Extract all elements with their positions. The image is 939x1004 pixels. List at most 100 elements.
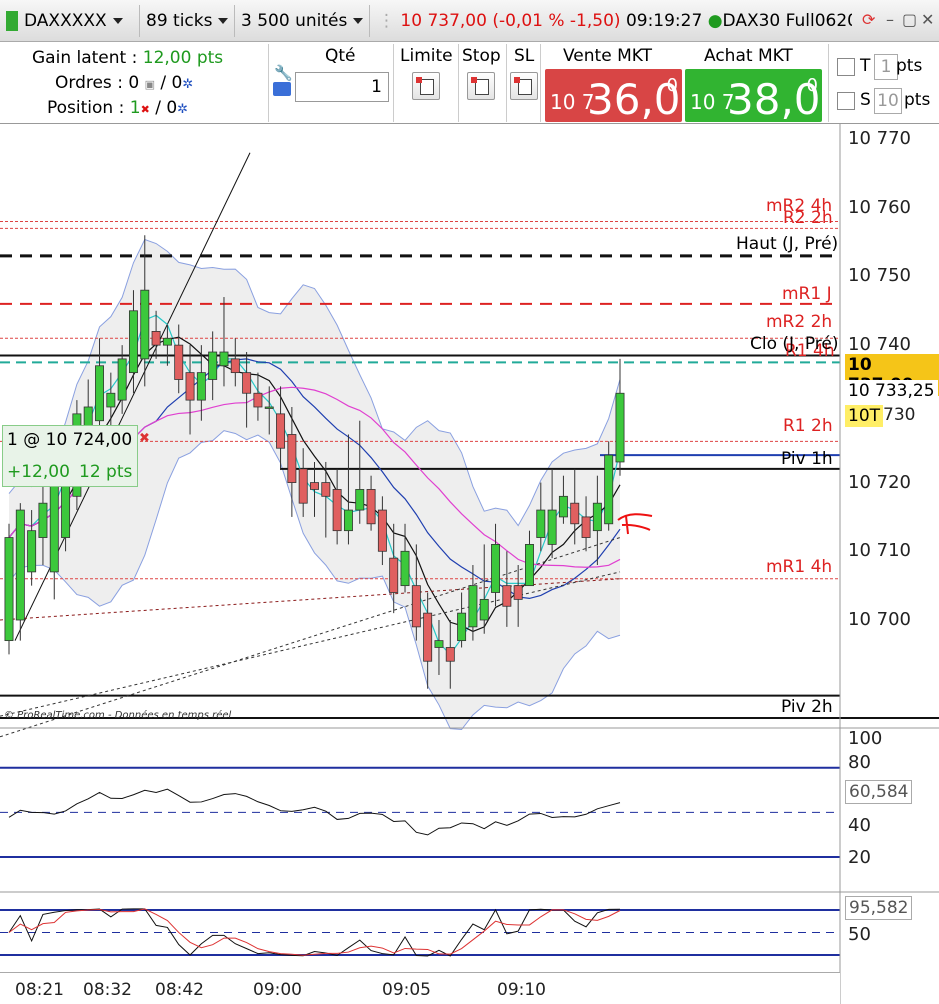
sl-order-button[interactable] xyxy=(510,72,538,100)
position-count: / 0 xyxy=(155,98,178,118)
instrument-label: DAXXXXX xyxy=(24,11,107,31)
sell-price-suffix: 0 xyxy=(666,75,678,96)
candle xyxy=(366,489,376,525)
t-unit: pts xyxy=(896,56,923,76)
position-box[interactable]: 1 @ 10 724,00 +12,00 12 pts xyxy=(2,425,138,487)
price-tick: 10 770 xyxy=(848,128,911,149)
divider xyxy=(458,44,459,122)
buy-market-button[interactable]: 10 7 38,0 0 xyxy=(685,69,822,124)
candle xyxy=(185,372,195,401)
position-pts: 12 pts xyxy=(79,462,133,482)
candle xyxy=(570,502,580,525)
level-label-mr2-2h: mR2 2h xyxy=(766,312,833,332)
minimize-icon[interactable]: – xyxy=(886,10,894,29)
buy-label: Achat MKT xyxy=(704,46,793,66)
candle xyxy=(536,509,546,538)
sl-label: SL xyxy=(514,46,535,66)
level-lines xyxy=(0,152,840,697)
instrument-icon xyxy=(6,11,18,31)
target-tag-suffix: 730 xyxy=(883,405,916,425)
candle xyxy=(457,612,467,642)
level-label-piv-1h: Piv 1h xyxy=(781,449,833,469)
candle xyxy=(219,351,229,367)
candle xyxy=(95,365,104,422)
rsi-tick: 100 xyxy=(848,728,883,749)
price-tick: 10 720 xyxy=(848,471,911,493)
level-label-r2-2h: R2 2h xyxy=(783,208,833,228)
long-ma xyxy=(0,537,621,738)
candle xyxy=(343,509,353,532)
candle xyxy=(525,544,534,587)
s-label: S xyxy=(860,90,871,110)
band-lower xyxy=(8,430,621,731)
position-label: Position : xyxy=(47,98,125,118)
stoch-k xyxy=(8,908,621,957)
position-settings-icon[interactable]: ✲ xyxy=(177,102,189,117)
target-tag: 10T xyxy=(845,405,884,427)
sell-price-main: 36,0 xyxy=(587,75,681,124)
price-tick: 10 750 xyxy=(848,265,911,287)
candle xyxy=(276,413,286,449)
candle xyxy=(264,406,274,409)
t-value-input[interactable]: 1 xyxy=(874,54,898,80)
units-select[interactable]: 3 500 unités xyxy=(235,5,370,37)
candle xyxy=(242,372,252,394)
timeframe-label: 89 ticks xyxy=(146,11,213,31)
candle xyxy=(445,647,455,662)
sub-panels xyxy=(0,124,939,1004)
rsi-tick: 40 xyxy=(848,815,871,836)
stop-label: Stop xyxy=(462,46,501,66)
close-icon[interactable]: ✕ xyxy=(921,10,935,29)
level-label-clo: Clo (J, Pré) xyxy=(750,334,839,354)
gain-label: Gain latent : xyxy=(32,48,138,68)
refresh-icon[interactable]: ⟳ xyxy=(862,10,876,29)
qty-input[interactable]: 1 xyxy=(295,72,389,102)
rsi-value: 60,584 xyxy=(845,780,913,804)
timeframe-select[interactable]: 89 ticks xyxy=(140,5,235,37)
candle xyxy=(38,502,48,538)
time-axis xyxy=(0,972,840,1004)
limit-order-button[interactable] xyxy=(412,72,440,100)
instrument-select[interactable]: DAXXXXX xyxy=(0,5,140,37)
rsi-tick: 20 xyxy=(848,847,871,868)
position-close-icon[interactable]: ✖ xyxy=(140,103,150,116)
mid-price-tag: 10 733,25 xyxy=(845,380,938,402)
candle xyxy=(208,351,218,380)
gain-value: 12,00 pts xyxy=(142,48,224,68)
orders-settings-icon[interactable]: ✲ xyxy=(182,77,194,92)
candle xyxy=(581,516,591,538)
candle xyxy=(355,489,365,511)
close-position-icon[interactable]: ✖ xyxy=(139,431,150,446)
candle xyxy=(434,640,444,648)
limit-label: Limite xyxy=(400,46,453,66)
status-dot-icon: ● xyxy=(707,11,723,31)
candle xyxy=(196,372,206,401)
rsi-tick: 80 xyxy=(848,752,871,773)
sell-market-button[interactable]: 10 7 36,0 0 xyxy=(545,69,682,124)
candle xyxy=(253,392,263,408)
candle xyxy=(411,585,421,628)
candle xyxy=(15,509,25,621)
price-chart[interactable] xyxy=(0,124,939,1004)
s-checkbox[interactable] xyxy=(837,92,855,110)
time-label: 09:10 xyxy=(497,980,546,1000)
wrench-icon[interactable]: 🔧 xyxy=(274,64,293,82)
divider xyxy=(540,44,541,122)
time-label: 08:32 xyxy=(83,980,132,1000)
maximize-icon[interactable]: ▢ xyxy=(902,10,918,29)
candle xyxy=(479,598,489,621)
time-label: 09:05 xyxy=(382,980,431,1000)
candle xyxy=(174,344,184,380)
orders-cancel-icon[interactable]: ▣ xyxy=(144,78,155,91)
keypad-icon[interactable] xyxy=(273,82,291,96)
stop-order-button[interactable] xyxy=(467,72,495,100)
quote-strip: ⋮ 10 737,00 (-0,01 % -1,50) 09:19:27 ●DA… xyxy=(372,5,852,37)
orders-count: / 0 xyxy=(160,73,183,93)
candle xyxy=(547,509,557,545)
candle xyxy=(491,544,501,593)
candle xyxy=(310,482,319,490)
candle xyxy=(332,489,342,532)
buy-price-main: 38,0 xyxy=(727,75,821,124)
s-value-input[interactable]: 10 xyxy=(874,88,902,114)
t-checkbox[interactable] xyxy=(837,58,855,76)
